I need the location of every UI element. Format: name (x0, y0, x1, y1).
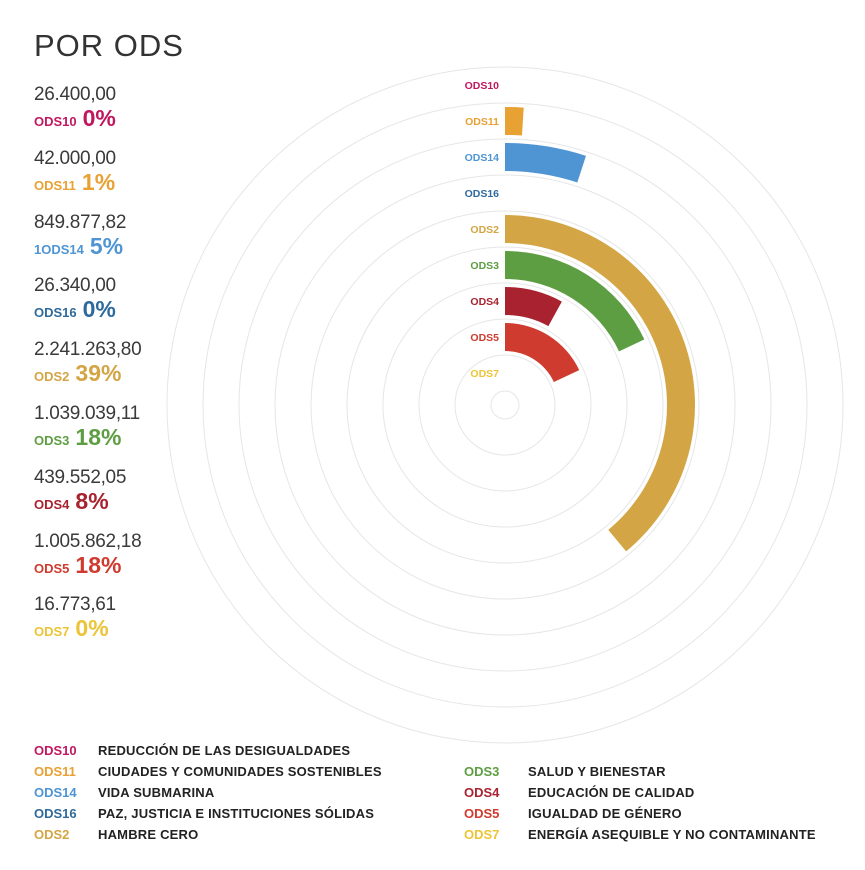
legend-item: ODS7 ENERGÍA ASEQUIBLE Y NO CONTAMINANTE (464, 824, 816, 845)
ring-label: ODS16 (465, 188, 500, 200)
radial-bar (505, 143, 586, 183)
legend-item: ODS2 HAMBRE CERO (34, 824, 382, 845)
stat-code: ODS2 (34, 369, 70, 385)
grid-circle (454, 354, 556, 456)
stat-item: 849.877,82 1ODS14 5% (34, 212, 234, 262)
grid-circle (238, 138, 772, 672)
legend-item: ODS5 IGUALDAD DE GÉNERO (464, 803, 816, 824)
grid-circle (418, 318, 592, 492)
legend-code: ODS2 (34, 827, 70, 842)
stat-amount: 26.340,00 (34, 275, 116, 297)
radial-bar (505, 215, 696, 552)
stat-percent: 5% (89, 232, 124, 259)
stat-amount: 2.241.263,80 (34, 339, 142, 361)
legend-item: ODS3 SALUD Y BIENESTAR (464, 761, 816, 782)
legend-name: PAZ, JUSTICIA E INSTITUCIONES SÓLIDAS (98, 806, 375, 821)
page-title: POR ODS (34, 28, 184, 63)
radial-bar (505, 251, 645, 352)
stat-percent: 0% (75, 615, 109, 642)
stat-percent: 1% (81, 168, 116, 195)
legend-item: ODS16 PAZ, JUSTICIA E INSTITUCIONES SÓLID… (34, 803, 382, 824)
grid-circle (490, 390, 520, 420)
radial-bar (505, 287, 562, 327)
stat-item: 42.000,00 ODS11 1% (34, 148, 234, 198)
ring-label: ODS14 (465, 152, 500, 164)
stat-item: 16.773,61 ODS7 0% (34, 594, 234, 644)
ring-label: ODS10 (465, 80, 500, 92)
ring-label: ODS3 (470, 260, 499, 272)
legend-right: ODS3 SALUD Y BIENESTAR ODS4 EDUCACIÓN DE CA… (464, 761, 816, 845)
grid-circle (382, 282, 628, 528)
legend-code: ODS10 (34, 743, 77, 758)
ring-label: ODS5 (470, 332, 499, 344)
legend-name: ENERGÍA ASEQUIBLE Y NO CONTAMINANTE (528, 827, 816, 842)
stat-percent: 0% (82, 296, 116, 323)
stat-amount: 42.000,00 (34, 147, 116, 169)
stat-item: 26.340,00 ODS16 0% (34, 275, 234, 325)
legend-code: ODS7 (464, 827, 500, 842)
legend-name: SALUD Y BIENESTAR (528, 764, 666, 779)
radial-bar (505, 107, 524, 136)
stat-item: 439.552,05 ODS4 8% (34, 467, 234, 517)
grid-circle (202, 102, 808, 708)
stat-code: ODS16 (34, 305, 77, 321)
stat-amount: 1.039.039,11 (34, 403, 140, 424)
stat-code: ODS4 (34, 496, 70, 512)
grid-circle (166, 66, 844, 744)
grid-circle (310, 210, 700, 600)
stat-percent: 8% (75, 487, 109, 514)
legend-code: ODS4 (464, 785, 500, 800)
legend-item: ODS10 REDUCCIÓN DE LAS DESIGUALDADES (34, 740, 382, 761)
grid-circle (346, 246, 664, 564)
legend-code: ODS5 (464, 806, 500, 821)
legend-item: ODS14 VIDA SUBMARINA (34, 782, 382, 803)
stat-code: ODS5 (34, 560, 70, 576)
ring-label: ODS7 (470, 368, 499, 380)
stat-item: 1.005.862,18 ODS5 18% (34, 531, 234, 581)
legend-left: ODS10 REDUCCIÓN DE LAS DESIGUALDADES ODS11… (34, 740, 382, 845)
stat-code: 1ODS14 (34, 241, 84, 257)
stat-percent: 18% (75, 424, 122, 450)
stat-code: ODS10 (34, 114, 77, 129)
legend-item: ODS11 CIUDADES Y COMUNIDADES SOSTENIBLES (34, 761, 382, 782)
legend-code: ODS16 (34, 806, 77, 821)
legend-name: HAMBRE CERO (98, 827, 199, 842)
stat-item: 1.039.039,11 ODS3 18% (34, 403, 234, 453)
stat-amount: 26.400,00 (34, 84, 116, 105)
stat-percent: 0% (82, 105, 116, 131)
stat-code: ODS3 (34, 433, 70, 448)
radial-bar (505, 323, 580, 383)
legend-name: CIUDADES Y COMUNIDADES SOSTENIBLES (98, 764, 382, 779)
stat-code: ODS11 (34, 177, 76, 193)
legend-code: ODS11 (34, 764, 76, 779)
stat-item: 2.241.263,80 ODS2 39% (34, 339, 234, 389)
stat-percent: 18% (75, 551, 122, 578)
stat-amount: 1.005.862,18 (34, 530, 142, 552)
grid-circle (274, 174, 736, 636)
legend-name: IGUALDAD DE GÉNERO (528, 806, 682, 821)
legend-name: VIDA SUBMARINA (98, 785, 215, 800)
stat-item: 26.400,00 ODS10 0% (34, 84, 234, 134)
ring-label: ODS11 (465, 116, 499, 128)
legend-name: EDUCACIÓN DE CALIDAD (528, 785, 695, 800)
stat-amount: 439.552,05 (34, 466, 127, 488)
stat-code: ODS7 (34, 624, 70, 640)
legend-name: REDUCCIÓN DE LAS DESIGUALDADES (98, 743, 351, 758)
stat-percent: 39% (75, 360, 122, 387)
ring-label: ODS4 (470, 296, 499, 308)
legend-item: ODS4 EDUCACIÓN DE CALIDAD (464, 782, 816, 803)
legend-code: ODS3 (464, 764, 500, 779)
legend-code: ODS14 (34, 785, 77, 800)
ring-label: ODS2 (470, 224, 499, 236)
stat-amount: 16.773,61 (34, 594, 116, 616)
stat-amount: 849.877,82 (34, 211, 127, 233)
